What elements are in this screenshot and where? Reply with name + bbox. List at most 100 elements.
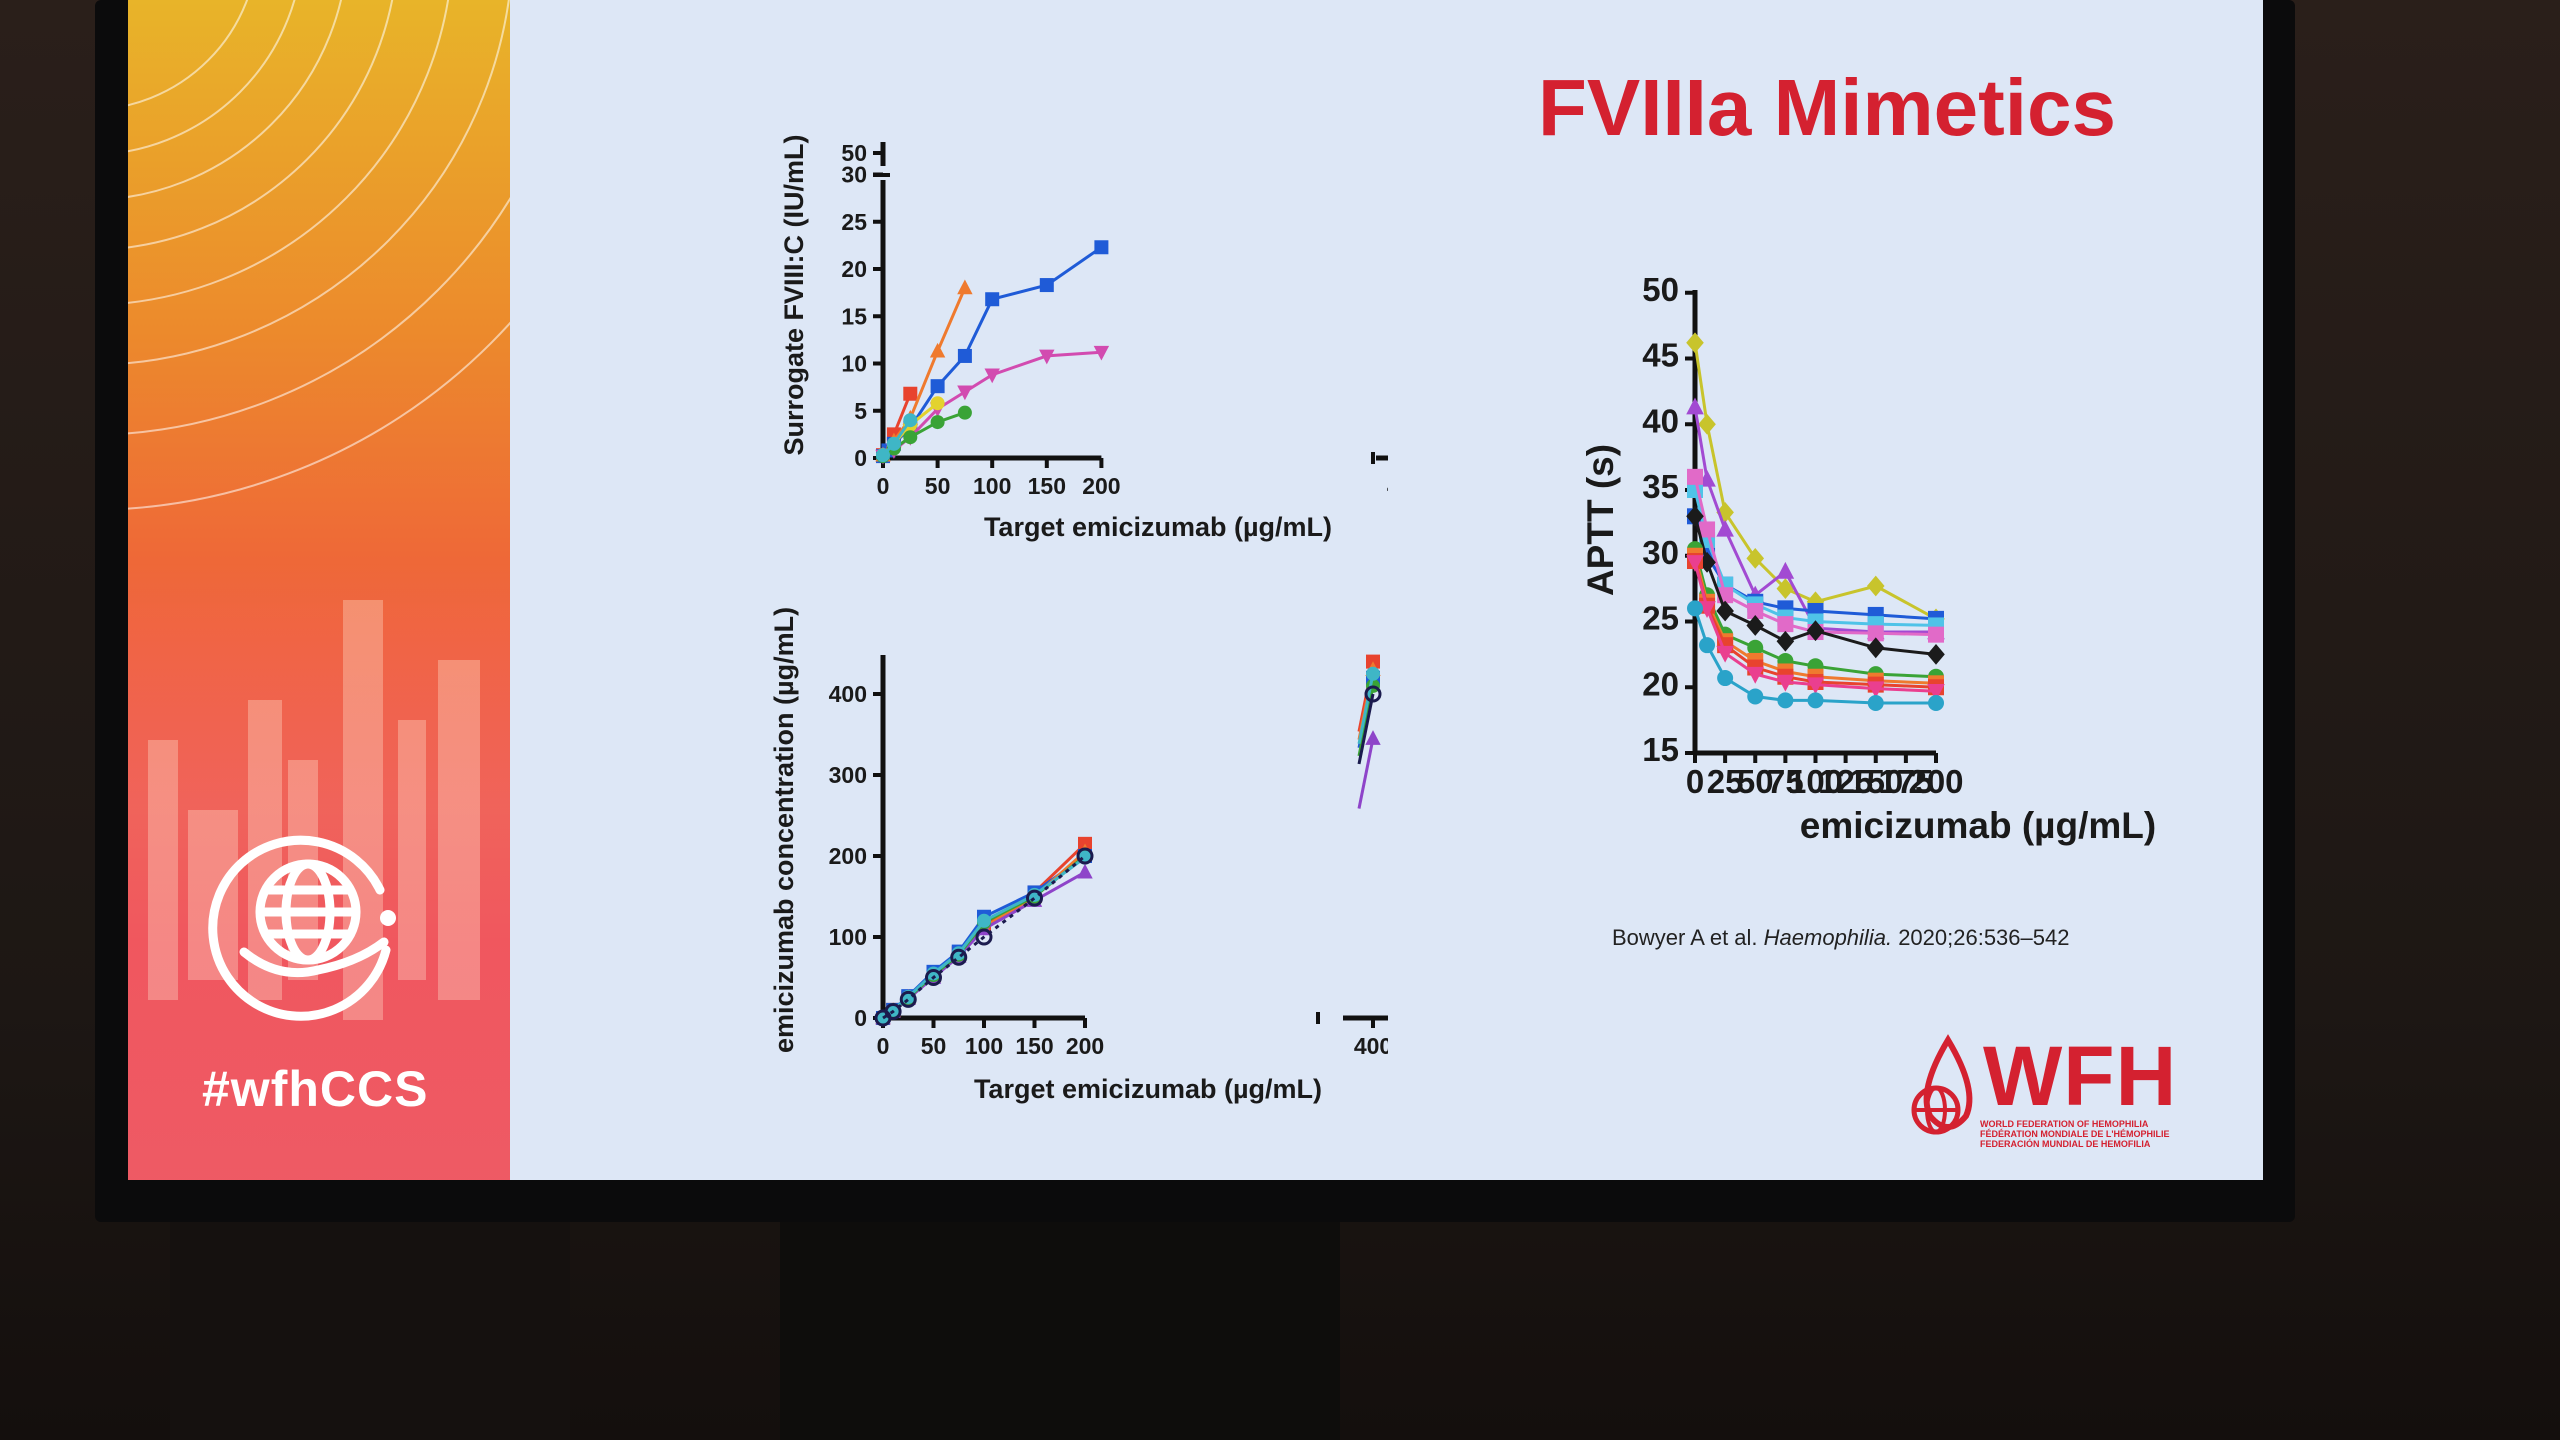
y-tick-label: 5 [854, 398, 867, 424]
x-tick-label: 150 [1028, 473, 1066, 499]
data-point [1777, 692, 1794, 709]
data-point [1747, 602, 1764, 619]
data-point [903, 413, 918, 428]
y-tick-label: 20 [841, 256, 867, 282]
hashtag: #wfhCCS [202, 1061, 429, 1117]
data-point [1776, 561, 1795, 579]
data-point [930, 396, 945, 411]
data-point [985, 292, 1000, 307]
x-tick-label: 50 [921, 1033, 947, 1059]
data-point [1094, 240, 1109, 255]
ref-journal: Haemophilia. [1763, 925, 1893, 950]
y-axis-title: APTT (s) [1580, 444, 1621, 596]
data-point [925, 969, 942, 986]
x-tick-label: 200 [1908, 763, 1963, 800]
y-tick-label: 300 [829, 762, 867, 788]
data-point [1077, 863, 1093, 879]
data-point [1698, 413, 1716, 435]
series-break-segment [1357, 693, 1375, 765]
data-point [1806, 677, 1825, 695]
data-point [1807, 692, 1824, 709]
y-tick-label: 400 [829, 681, 867, 707]
y-axis-title: emicizumab concentration (µg/mL) [769, 607, 799, 1053]
data-point [1866, 681, 1885, 699]
ref-author: Bowyer A et al. [1612, 925, 1758, 950]
data-point [1776, 674, 1795, 692]
presentation-slide: #wfhCCS FVIIIa Mimetics 0501001502004000… [128, 0, 2263, 1180]
data-point [1039, 349, 1055, 365]
y-tick-label: 25 [841, 209, 867, 235]
x-tick-label: 50 [1737, 763, 1774, 800]
data-point [899, 990, 917, 1008]
series-line [1693, 561, 1937, 693]
y-tick-label: 45 [1642, 337, 1679, 374]
data-point [1866, 637, 1885, 659]
y-tick-label: 100 [829, 924, 867, 950]
aptt-chart: 0255075100125150175200400152025303540455… [1580, 271, 2156, 846]
y-tick-label: 200 [829, 843, 867, 869]
x-axis-title: Target emicizumab (µg/mL) [974, 1074, 1322, 1104]
data-point [1867, 695, 1884, 712]
data-point [1716, 645, 1734, 663]
x-axis-title: Target emicizumab (µg/mL) [984, 512, 1332, 542]
data-point [1365, 730, 1381, 745]
series-line [882, 854, 1086, 1020]
data-point [930, 415, 945, 430]
x-tick-label: 150 [1848, 763, 1903, 800]
x-tick-label: 0 [877, 473, 890, 499]
y-tick-label: 30 [1642, 534, 1679, 571]
slide-title: FVIIIa Mimetics [1538, 63, 2116, 152]
y-tick-label: 0 [854, 1005, 867, 1031]
data-point [1698, 601, 1716, 618]
data-point [1806, 591, 1825, 613]
data-point [1039, 278, 1054, 293]
data-point [1928, 626, 1944, 643]
data-point [1866, 575, 1885, 597]
data-point [957, 385, 973, 401]
x-tick-label: 100 [973, 473, 1011, 499]
reference-citation: Bowyer A et al. Haemophilia. 2020;26:536… [1612, 925, 2069, 951]
data-point [1806, 620, 1825, 642]
y-tick-label: 50 [841, 140, 867, 166]
data-point [957, 279, 973, 295]
background-furniture [170, 1222, 570, 1440]
data-point [1776, 630, 1795, 652]
series-line [1693, 342, 1937, 621]
data-point [1776, 578, 1795, 600]
data-point [1026, 889, 1043, 907]
series-line [1693, 406, 1936, 634]
data-point [1686, 397, 1704, 415]
x-tick-label: 100 [965, 1033, 1003, 1059]
data-point [1746, 615, 1765, 636]
data-point [1699, 521, 1716, 538]
x-tick-label: 25 [1707, 763, 1744, 800]
data-point [1747, 639, 1764, 656]
data-point [1717, 670, 1734, 687]
series-break-segment [1357, 673, 1375, 745]
y-tick-label: 40 [1642, 402, 1679, 439]
data-point [1716, 501, 1734, 523]
data-point [1716, 519, 1734, 537]
data-point [975, 928, 993, 946]
x-axis-title: emicizumab (µg/mL) [1800, 805, 2156, 846]
data-point [1076, 847, 1094, 865]
data-point [886, 436, 901, 451]
data-point [930, 379, 945, 394]
data-point [957, 405, 972, 420]
data-point [1867, 625, 1884, 642]
x-tick-label: 75 [1767, 763, 1804, 800]
y-tick-label: 10 [841, 351, 867, 377]
data-point [1928, 695, 1944, 712]
wfh-sub-fr: FÉDÉRATION MONDIALE DE L'HÉMOPHILIE [1980, 1129, 2170, 1139]
wfh-sub-en: WORLD FEDERATION OF HEMOPHILIA [1980, 1119, 2149, 1129]
y-tick-label: 50 [1642, 271, 1679, 308]
x-tick-label: 175 [1878, 763, 1933, 800]
data-point [984, 368, 1000, 384]
concentration-chart: 0 50 100 150 200 400 0 100 200 300 400 Target emici… [769, 607, 1388, 1104]
y-tick-label: 0 [854, 445, 867, 471]
x-tick-label: 150 [1015, 1033, 1053, 1059]
y-axis-title: Surrogate FVIII:C (IU/mL) [779, 134, 809, 455]
data-point [1366, 666, 1380, 681]
monitor-stand [780, 1222, 1340, 1440]
globe-hand-logo [208, 835, 396, 1021]
